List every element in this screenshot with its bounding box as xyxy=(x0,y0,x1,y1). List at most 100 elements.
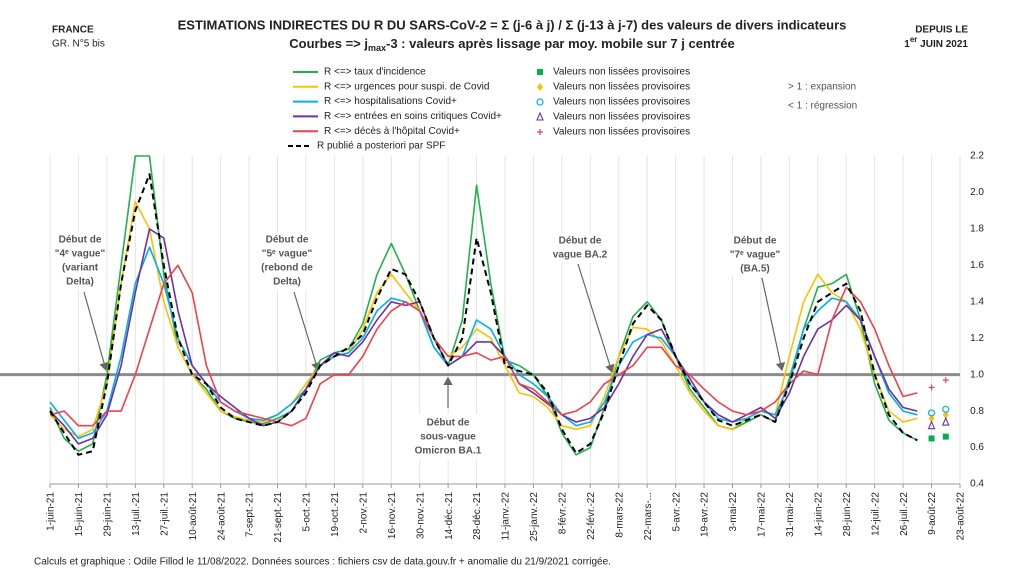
x-tick-label: 28-déc.-21 xyxy=(472,492,483,540)
marker xyxy=(928,414,935,423)
legend-marker xyxy=(537,83,543,91)
annotation-text: (variant xyxy=(62,263,99,274)
footer: Calculs et graphique : Odile Fillod le 1… xyxy=(34,557,611,568)
series-line xyxy=(49,264,918,427)
annotations: Début de "4ᵉ vague" (variant Delta) Début de… xyxy=(54,232,786,460)
legend-marker xyxy=(536,111,544,121)
corner-right: DEPUIS LE xyxy=(915,25,968,36)
marker xyxy=(942,405,950,413)
annotation-text: Début de xyxy=(734,236,777,247)
annotation-text: "4ᵉ vague" xyxy=(55,249,106,260)
marker xyxy=(927,409,936,417)
x-tick-label: 29-juin-21 xyxy=(103,492,114,537)
corner-part: JUIN 2021 xyxy=(917,39,968,50)
legend-label: Valeurs non lissées provisoires xyxy=(553,112,690,123)
annotation-arrow xyxy=(577,263,615,374)
annotation-text: (BA.5) xyxy=(740,264,769,275)
corner-left: FRANCE xyxy=(52,25,94,36)
x-tick-label: 16-nov.-21 xyxy=(387,492,398,540)
legend-label: Valeurs non lissées provisoires xyxy=(553,67,690,78)
y-tick-label: 2.2 xyxy=(970,151,984,162)
x-tick-label: 25-janv.-22 xyxy=(529,492,540,542)
x-tick-label: 15-juin-21 xyxy=(74,492,85,537)
annotation-box xyxy=(54,232,106,290)
corner-right: 1er JUIN 2021 xyxy=(904,35,968,50)
annotation-arrow xyxy=(293,291,321,372)
annotation-text: Début de xyxy=(266,235,309,246)
y-tick-label: 1.8 xyxy=(970,224,984,235)
x-tick-label: 22-févr.-22 xyxy=(586,492,597,540)
x-tick-label: 19-avr.-22 xyxy=(700,492,711,537)
y-tick-label: 1.4 xyxy=(970,296,984,307)
annotation-arrow xyxy=(83,291,109,372)
marker xyxy=(941,416,950,426)
annotation-text: (rebond de xyxy=(261,263,313,274)
annotation-text: Omicron BA.1 xyxy=(415,446,482,457)
x-tick-label: 17-mai-22 xyxy=(757,492,768,537)
y-tick-label: 0.6 xyxy=(970,442,984,453)
marker xyxy=(928,384,935,391)
x-tick-label: 14-déc.-21 xyxy=(444,492,455,540)
chart-title: ESTIMATIONS INDIRECTES DU R DU SARS-CoV-… xyxy=(178,17,847,32)
legend-label: R <=> taux d'incidence xyxy=(324,67,426,78)
annotation-text: Début de xyxy=(559,236,602,247)
note: < 1 : régression xyxy=(788,101,857,112)
corner-left: GR. N°5 bis xyxy=(52,39,105,50)
subtitle-part: Courbes => j xyxy=(289,36,368,51)
y-tick-label: 0.4 xyxy=(970,479,984,490)
x-tick-label: 8-févr.-22 xyxy=(558,492,569,535)
legend-label: R publié a posteriori par SPF xyxy=(317,141,445,152)
annotation-text: Delta) xyxy=(273,277,301,288)
annotation-text: Début de xyxy=(427,418,470,429)
annotation-box xyxy=(552,233,608,263)
x-tick-label: 14-juin-22 xyxy=(813,492,824,537)
x-tick-label: 30-nov.-21 xyxy=(415,492,426,540)
annotation-box xyxy=(256,232,318,290)
x-tick-label: 8-mars-22 xyxy=(614,492,625,538)
x-tick-label: 7-sept.-21 xyxy=(245,492,256,537)
legend-label: R <=> entrées en soins critiques Covid+ xyxy=(324,111,502,122)
x-tick-label: 12-juil.-22 xyxy=(870,492,881,536)
legend-label: Valeurs non lissées provisoires xyxy=(553,127,690,138)
series-line xyxy=(49,228,918,445)
chart-subtitle: Courbes => jmax-3 : valeurs après lissag… xyxy=(289,36,735,53)
y-tick-label: 1.0 xyxy=(970,369,984,380)
x-tick-label: 31-mai-22 xyxy=(785,492,796,537)
legend-label: Valeurs non lissées provisoires xyxy=(553,82,690,93)
x-tick-label: 10-août-21 xyxy=(188,492,199,541)
y-tick-label: 1.6 xyxy=(970,260,984,271)
legend-label: Valeurs non lissées provisoires xyxy=(553,97,690,108)
x-tick-label: 1-juin-21 xyxy=(46,492,57,531)
x-tick-label: 13-juil.-21 xyxy=(131,492,142,536)
subtitle-part: -3 : valeurs après lissage par moy. mobi… xyxy=(386,36,735,51)
x-tick-label: 24-août-21 xyxy=(216,492,227,541)
legend-marker xyxy=(537,129,543,135)
note: > 1 : expansion xyxy=(788,82,856,93)
x-tick-label: 11-janv.-22 xyxy=(501,492,512,541)
legend-marker xyxy=(536,98,544,106)
legend-label: R <=> hospitalisations Covid+ xyxy=(324,96,457,107)
x-tick-label: 27-juil.-21 xyxy=(159,492,170,536)
x-tick-label: 21-sept.-21 xyxy=(273,492,284,543)
y-tick-label: 1.2 xyxy=(970,333,984,344)
series-line xyxy=(49,173,918,456)
x-tick-label: 23-août-22 xyxy=(956,492,967,541)
x-tick-label: 2-nov.-21 xyxy=(358,492,369,534)
marker xyxy=(927,420,936,430)
legend-label: R <=> décès à l'hôpital Covid+ xyxy=(324,126,460,137)
annotation-arrow xyxy=(761,277,786,372)
marker xyxy=(928,435,935,442)
y-tick-label: 2.0 xyxy=(970,187,984,198)
marker xyxy=(942,410,949,419)
corner-part: 1 xyxy=(904,39,910,50)
annotation-text: "7ᵉ vague" xyxy=(730,250,781,261)
x-tick-label: 5-avr.-22 xyxy=(671,492,682,532)
annotation-text: Delta) xyxy=(66,277,94,288)
annotation-text: sous-vague xyxy=(420,432,476,443)
x-tick-label: 3-mai-22 xyxy=(728,492,739,532)
x-tick-label: 26-juil.-22 xyxy=(899,492,910,536)
legend-marker xyxy=(537,69,543,75)
annotation-box xyxy=(412,414,484,460)
